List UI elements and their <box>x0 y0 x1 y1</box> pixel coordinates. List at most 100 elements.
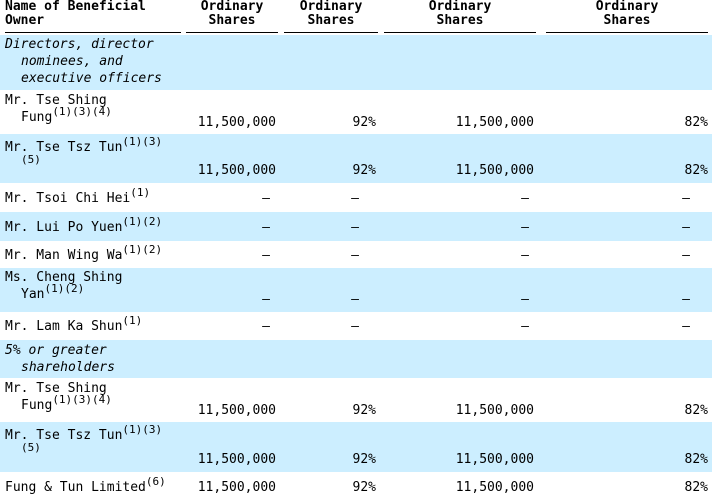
owner-name: Ms. Cheng Shing Yan(1)(2) <box>5 269 122 303</box>
value-col3: — <box>521 220 529 235</box>
value-col2: 92% <box>352 163 376 178</box>
owner-name-line1: Mr. Tse Shing <box>5 381 107 396</box>
table-row: Mr. Tse Shing Fung(1)(3)(4) 11,500,000 9… <box>0 90 712 134</box>
header-rule <box>546 32 708 33</box>
owner-name-line1: Ms. Cheng Shing <box>5 270 123 285</box>
header-col1-line1: Ordinary <box>200 0 264 14</box>
value-col2: — <box>351 319 359 334</box>
owner-name: Mr. Tsoi Chi Hei(1) <box>5 187 150 207</box>
footnote-ref: (6) <box>145 474 166 488</box>
header-col3-line2: Shares <box>436 13 484 28</box>
value-col2: 92% <box>352 403 376 418</box>
table-row: Mr. Tse Tsz Tun(1)(3) (5) 11,500,000 92%… <box>0 422 712 472</box>
footnote-ref: (1)(2) <box>44 281 85 295</box>
header-col4: Ordinary Shares <box>546 0 708 28</box>
table-row: Mr. Lam Ka Shun(1) — — — — <box>0 312 712 340</box>
owner-name-line1: Mr. Tsoi Chi Hei <box>5 191 131 206</box>
value-col1: — <box>262 220 270 235</box>
table-row: Fung & Tun Limited(6) 11,500,000 92% 11,… <box>0 472 712 502</box>
footnote-ref: (1)(2) <box>122 214 163 228</box>
value-col4: — <box>682 319 690 334</box>
value-col3: 11,500,000 <box>455 403 534 418</box>
value-col3: — <box>521 292 529 307</box>
value-col3: 11,500,000 <box>455 452 534 467</box>
value-col4: — <box>682 248 690 263</box>
value-col4: — <box>682 220 690 235</box>
section-line: executive officers <box>21 71 162 86</box>
value-col2: — <box>351 191 359 206</box>
section-label-greater-shareholders: 5% or greater shareholders <box>5 342 115 376</box>
header-rule <box>284 32 378 33</box>
value-col3: 11,500,000 <box>455 480 534 495</box>
owner-name: Mr. Lui Po Yuen(1)(2) <box>5 216 162 236</box>
section-line: shareholders <box>21 360 115 375</box>
header-name-line1: Name of Beneficial <box>5 0 146 14</box>
owner-name-line1: Mr. Tse Tsz Tun <box>5 428 123 443</box>
footnote-ref: (1) <box>122 313 143 327</box>
section-row-greater-shareholders: 5% or greater shareholders <box>0 340 712 378</box>
owner-name-line1: Mr. Man Wing Wa <box>5 248 123 263</box>
header-col4-line1: Ordinary <box>595 0 659 14</box>
value-col2: — <box>351 220 359 235</box>
owner-name-line1: Mr. Lam Ka Shun <box>5 319 123 334</box>
header-col1-line2: Shares <box>208 13 256 28</box>
value-col1: — <box>262 248 270 263</box>
table-row: Ms. Cheng Shing Yan(1)(2) — — — — <box>0 268 712 312</box>
section-line: 5% or greater <box>5 343 107 358</box>
header-col4-line2: Shares <box>603 13 651 28</box>
footnote-ref: (1)(2) <box>122 242 163 256</box>
value-col4: 82% <box>684 452 708 467</box>
table-row: Mr. Tsoi Chi Hei(1) — — — — <box>0 183 712 212</box>
owner-name-line1: Mr. Tse Tsz Tun <box>5 140 123 155</box>
table-row: Mr. Tse Tsz Tun(1)(3) (5) 11,500,000 92%… <box>0 134 712 183</box>
value-col3: — <box>521 191 529 206</box>
value-col1: 11,500,000 <box>197 163 276 178</box>
footnote-ref: (1)(3) <box>122 134 163 148</box>
value-col1: — <box>262 319 270 334</box>
value-col4: 82% <box>684 163 708 178</box>
header-col2: Ordinary Shares <box>284 0 378 28</box>
header-col1: Ordinary Shares <box>186 0 278 28</box>
owner-name: Mr. Lam Ka Shun(1) <box>5 315 142 335</box>
value-col3: 11,500,000 <box>455 115 534 130</box>
value-col1: 11,500,000 <box>197 480 276 495</box>
header-name-line2: Owner <box>5 13 45 28</box>
value-col1: 11,500,000 <box>197 115 276 130</box>
footnote-ref: (1)(3)(4) <box>52 392 112 406</box>
footnote-ref: (1)(3)(4) <box>52 104 112 118</box>
value-col3: — <box>521 248 529 263</box>
header-col2-line2: Shares <box>307 13 355 28</box>
value-col4: 82% <box>684 115 708 130</box>
header-rule <box>186 32 278 33</box>
owner-name-line1: Mr. Tse Shing <box>5 93 107 108</box>
owner-name: Mr. Tse Shing Fung(1)(3)(4) <box>5 92 112 126</box>
header-rule <box>5 32 181 33</box>
owner-name-line2: Fung <box>21 398 53 413</box>
value-col3: 11,500,000 <box>455 163 534 178</box>
table-row: Mr. Man Wing Wa(1)(2) — — — — <box>0 241 712 268</box>
value-col3: — <box>521 319 529 334</box>
footnote-ref: (5) <box>21 152 41 166</box>
footnote-ref: (1) <box>130 185 151 199</box>
value-col1: — <box>262 292 270 307</box>
header-col3: Ordinary Shares <box>384 0 536 28</box>
header-rule <box>384 32 536 33</box>
table-header: Name of Beneficial Owner Ordinary Shares… <box>0 0 712 34</box>
value-col2: — <box>351 248 359 263</box>
owner-name: Mr. Tse Tsz Tun(1)(3) (5) <box>5 136 162 173</box>
section-row-directors: Directors, director nominees, and execut… <box>0 35 712 90</box>
header-col3-line1: Ordinary <box>428 0 492 14</box>
table-row: Mr. Lui Po Yuen(1)(2) — — — — <box>0 212 712 241</box>
owner-name-line2: Yan <box>21 287 45 302</box>
value-col1: 11,500,000 <box>197 452 276 467</box>
owner-name-line1: Fung & Tun Limited <box>5 480 146 495</box>
section-label-directors: Directors, director nominees, and execut… <box>5 36 162 87</box>
value-col1: 11,500,000 <box>197 403 276 418</box>
value-col2: — <box>351 292 359 307</box>
value-col2: 92% <box>352 115 376 130</box>
owner-name-line1: Mr. Lui Po Yuen <box>5 220 123 235</box>
header-name-of-beneficial-owner: Name of Beneficial Owner <box>5 0 146 28</box>
section-line: Directors, director <box>5 37 154 52</box>
owner-name: Mr. Tse Tsz Tun(1)(3) (5) <box>5 424 162 461</box>
header-col2-line1: Ordinary <box>299 0 363 14</box>
